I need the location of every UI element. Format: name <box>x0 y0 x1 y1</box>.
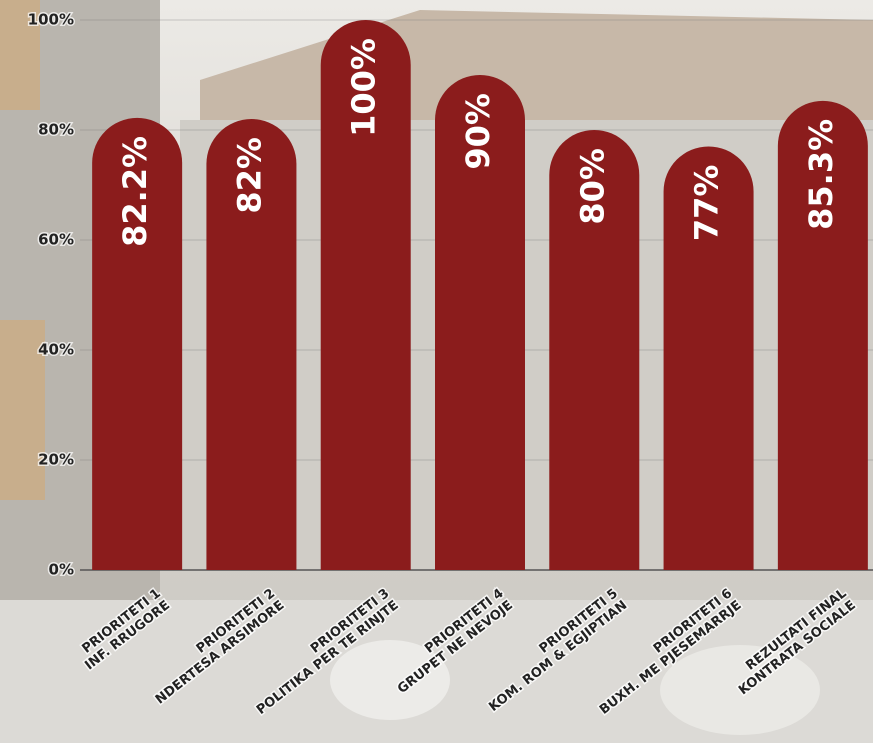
value-label: 100% <box>345 38 383 137</box>
value-label: 80% <box>573 148 611 225</box>
value-label: 77% <box>688 165 726 242</box>
bar <box>663 146 754 570</box>
bar <box>206 119 297 571</box>
y-tick-label: 0% <box>49 561 74 579</box>
y-tick-label: 60% <box>38 231 74 249</box>
bar <box>435 75 525 570</box>
value-label: 82.2% <box>116 136 154 247</box>
y-tick-label: 100% <box>28 11 74 29</box>
value-label: 90% <box>459 93 497 170</box>
bar <box>549 130 640 571</box>
y-tick-label: 40% <box>38 341 74 359</box>
bar <box>777 100 868 570</box>
value-label: 85.3% <box>802 119 840 230</box>
y-tick-label: 80% <box>38 121 74 139</box>
value-label: 82% <box>230 137 268 214</box>
bar <box>320 20 411 571</box>
y-tick-label: 20% <box>38 451 74 469</box>
bar <box>92 117 183 570</box>
